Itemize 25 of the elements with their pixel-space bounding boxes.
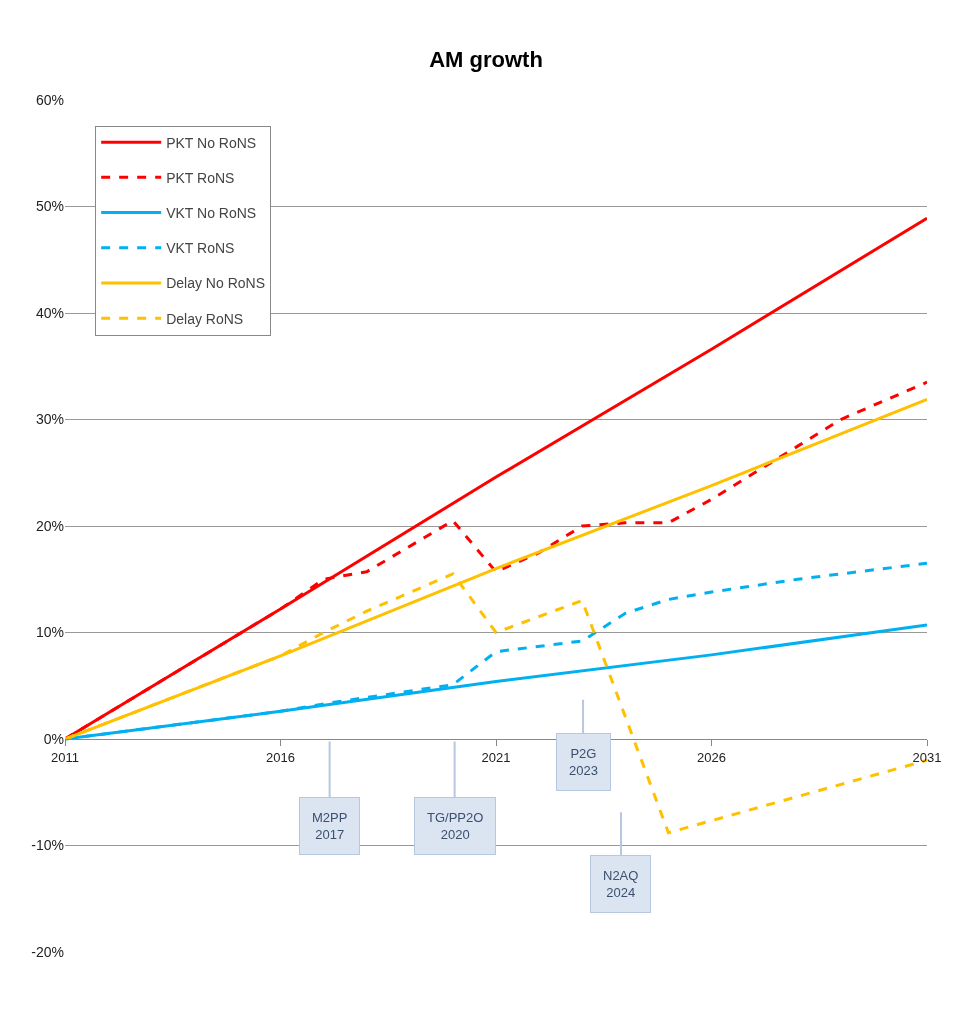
y-tick-label: -20% — [31, 943, 64, 960]
annotation: N2AQ 2024 — [603, 868, 639, 900]
y-tick-label: 50% — [35, 198, 64, 215]
y-tick-label: 30% — [35, 411, 64, 428]
x-tick-label: 2016 — [266, 749, 295, 765]
legend-label: PKT No RoNS — [166, 134, 257, 151]
legend-label: Delay No RoNS — [166, 275, 265, 292]
y-tick-label: 20% — [35, 517, 64, 534]
y-tick-label: 10% — [35, 624, 64, 641]
legend-label: Delay RoNS — [166, 310, 244, 327]
annotation: P2G 2023 — [569, 746, 598, 778]
x-tick-label: 2026 — [697, 749, 726, 765]
y-tick-label: -10% — [31, 837, 64, 854]
y-tick-label: 40% — [35, 304, 64, 321]
x-tick-label: 2021 — [481, 749, 511, 765]
y-tick-label: 60% — [35, 91, 64, 108]
chart-title: AM growth — [429, 46, 543, 72]
legend-label: VKT RoNS — [166, 240, 235, 257]
legend-label: PKT RoNS — [166, 169, 235, 186]
legend-label: VKT No RoNS — [166, 205, 257, 222]
x-tick-label: 2011 — [51, 749, 79, 765]
annotation: M2PP 2017 — [312, 810, 348, 842]
x-tick-label: 2031 — [912, 749, 942, 765]
annotation: TG/PP2O 2020 — [427, 810, 484, 842]
y-tick-label: 0% — [43, 730, 64, 747]
